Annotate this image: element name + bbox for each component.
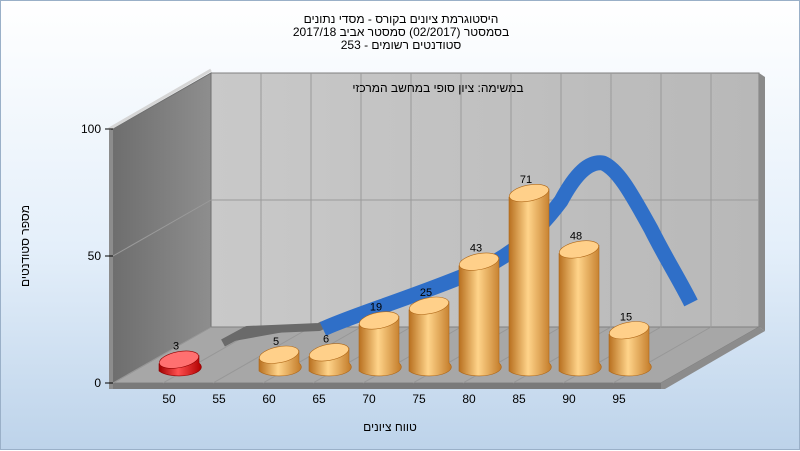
bar-value-label: 43: [470, 243, 482, 255]
bar-top: [159, 350, 199, 369]
curve-layer: [221, 155, 698, 347]
bar-top: [409, 296, 449, 315]
distribution-curve-shadow: [221, 321, 325, 347]
y-axis-ticks: 0 50 100: [81, 122, 113, 390]
x-tick-label: 95: [612, 392, 626, 406]
x-tick-label: 70: [362, 392, 376, 406]
bar-85: [508, 184, 552, 377]
floor-front-edge: [113, 383, 661, 389]
bar-top: [609, 321, 649, 340]
bar-value-label: 15: [620, 311, 632, 323]
x-tick-label: 80: [462, 392, 476, 406]
x-axis-title: טווח ציונים: [363, 420, 417, 434]
y-axis-cap: [108, 68, 212, 131]
grid-line-diagonal: [112, 199, 212, 257]
bar-body: [558, 245, 602, 377]
bar-body: [508, 188, 552, 377]
bar-50: [158, 350, 202, 377]
bar-60: [258, 345, 302, 377]
y-tick-label: 100: [81, 122, 101, 136]
bar-80: [458, 252, 502, 377]
x-tick-label: 85: [512, 392, 526, 406]
bar-top: [509, 184, 549, 203]
bars-group: [158, 184, 652, 377]
bar-body: [408, 301, 452, 377]
chart-title-line-2: בסמסטר (02/2017) סמסטר אביב 2017/18: [292, 25, 510, 39]
distribution-curve: [319, 155, 698, 336]
back-wall-right-edge: [759, 73, 765, 331]
y-tick-label: 50: [88, 249, 102, 263]
y-axis-title: מספר סטודנטים: [18, 204, 32, 288]
x-tick-label: 50: [162, 392, 176, 406]
x-tick-label: 65: [312, 392, 326, 406]
bar-65: [308, 343, 352, 377]
bar-value-label: 48: [570, 230, 582, 242]
bar-70: [358, 311, 402, 377]
left-wall-front-edge: [109, 129, 113, 389]
bar-body: [358, 316, 402, 377]
bar-top: [459, 252, 499, 271]
bar-value-label: 6: [323, 333, 329, 345]
bar-body: [458, 257, 502, 377]
bar-top: [259, 345, 299, 364]
x-tick-label: 60: [262, 392, 276, 406]
chart-annotation: במשימה: ציון סופי במחשב המרכזי: [352, 81, 523, 95]
bar-value-label: 5: [273, 336, 279, 348]
floor-grid-line: [112, 326, 212, 384]
y-tick-label: 0: [94, 376, 101, 390]
bar-90: [558, 240, 602, 377]
x-tick-label: 75: [412, 392, 426, 406]
bar-top: [309, 343, 349, 362]
bar-top: [359, 311, 399, 330]
x-tick-label: 55: [212, 392, 226, 406]
bar-value-label: 25: [420, 287, 432, 299]
x-axis-ticks: 50 55 60 65 70 75 80 85 90 95: [162, 392, 626, 406]
x-tick-label: 90: [562, 392, 576, 406]
bar-75: [408, 296, 452, 377]
bar-95: [608, 321, 652, 377]
floor-side-edge: [661, 327, 765, 389]
bar-value-label: 71: [520, 174, 532, 186]
data-labels: 3 5 6 19 25 43 71 48 15: [173, 174, 632, 353]
bar-value-label: 19: [370, 301, 382, 313]
bar-top: [559, 240, 599, 259]
chart-title-line-1: היסטוגרמת ציונים בקורס - מסדי נתונים: [303, 12, 499, 26]
chart-title-line-3: 253 - סטודנטים רשומים: [340, 38, 462, 52]
bar-value-label: 3: [173, 341, 179, 353]
